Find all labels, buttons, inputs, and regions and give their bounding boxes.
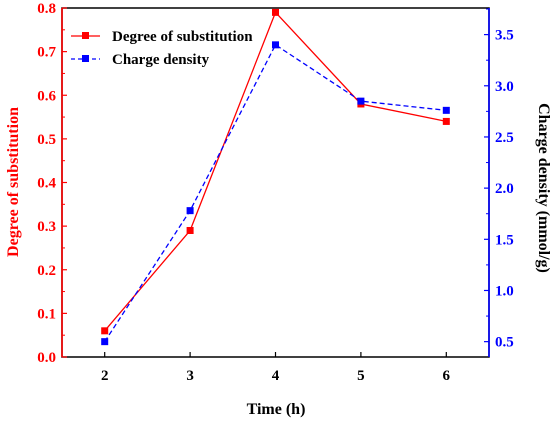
legend: Degree of substitution Charge density xyxy=(71,29,253,68)
x-axis: 2 3 4 5 6 xyxy=(101,352,451,384)
right-y-tick-label: 3.5 xyxy=(495,28,514,44)
data-point-degree-of-substitution xyxy=(442,117,450,125)
legend-entry-charge-density: Charge density xyxy=(71,52,210,68)
right-y-axis: 0.5 1.0 1.5 2.0 2.5 3.0 3.5 xyxy=(484,8,514,357)
left-y-tick-label: 0.0 xyxy=(37,350,56,366)
x-tick-label: 3 xyxy=(186,368,194,384)
left-y-tick-label: 0.3 xyxy=(37,219,56,235)
left-y-tick-label: 0.8 xyxy=(37,1,56,17)
legend-label-degree-of-substitution: Degree of substitution xyxy=(112,29,253,45)
x-tick-label: 5 xyxy=(357,368,365,384)
data-point-charge-density xyxy=(357,97,365,105)
x-tick-label: 4 xyxy=(272,368,280,384)
x-tick-label: 6 xyxy=(443,368,451,384)
left-y-tick-label: 0.2 xyxy=(37,263,56,279)
data-point-degree-of-substitution xyxy=(186,226,194,234)
legend-marker-charge-density xyxy=(82,55,89,62)
right-y-tick-label: 2.0 xyxy=(495,181,514,197)
left-y-tick-label: 0.1 xyxy=(37,306,56,322)
series-line-charge-density xyxy=(104,43,447,343)
right-y-tick-label: 2.5 xyxy=(495,130,514,146)
left-y-tick-label: 0.7 xyxy=(37,45,56,61)
data-point-charge-density xyxy=(186,207,194,215)
right-y-tick-label: 3.0 xyxy=(495,79,514,95)
right-y-axis-title: Charge density (mmol/g) xyxy=(535,103,550,273)
left-y-tick-label: 0.6 xyxy=(37,88,56,104)
right-y-tick-label: 1.0 xyxy=(495,283,514,299)
data-point-charge-density xyxy=(442,106,450,114)
right-y-tick-label: 0.5 xyxy=(495,335,514,351)
x-tick-label: 2 xyxy=(101,368,109,384)
right-y-tick-label: 1.5 xyxy=(495,232,514,248)
legend-label-charge-density: Charge density xyxy=(112,52,210,68)
data-point-degree-of-substitution xyxy=(272,8,279,16)
legend-marker-degree-of-substitution xyxy=(82,32,89,39)
series-layer xyxy=(101,8,450,346)
left-y-axis: 0.0 0.1 0.2 0.3 0.4 0.5 0.6 0.7 0.8 xyxy=(37,1,67,366)
data-point-degree-of-substitution xyxy=(101,327,109,335)
left-y-tick-label: 0.4 xyxy=(37,176,56,192)
data-point-charge-density xyxy=(272,41,279,49)
left-y-tick-label: 0.5 xyxy=(37,132,56,148)
x-axis-title: Time (h) xyxy=(247,401,306,418)
legend-entry-degree-of-substitution: Degree of substitution xyxy=(71,29,253,45)
data-point-charge-density xyxy=(101,338,109,346)
left-y-axis-title: Degree of substitution xyxy=(5,107,22,257)
